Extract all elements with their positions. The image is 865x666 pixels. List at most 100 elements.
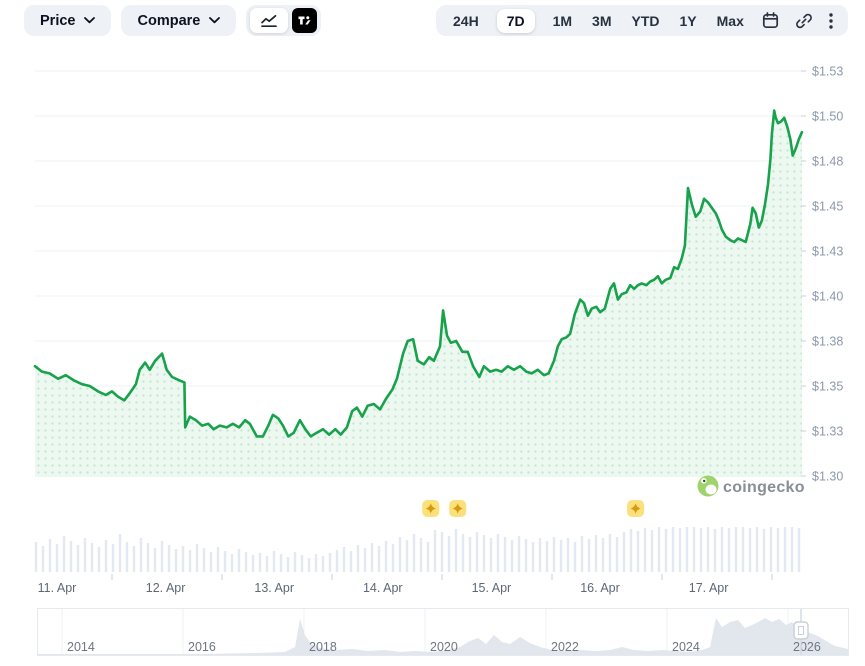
chart-toolbar: Price Compare	[0, 0, 865, 44]
time-range-1m[interactable]: 1M	[551, 9, 574, 33]
volume-bar	[629, 529, 633, 572]
year-label: 2026	[793, 640, 821, 654]
volume-bar	[223, 551, 227, 572]
volume-bar	[76, 545, 80, 572]
price-line	[33, 109, 804, 438]
kebab-menu-icon	[829, 12, 833, 29]
time-range-ytd[interactable]: YTD	[630, 9, 662, 33]
y-axis-label: $1.38	[812, 335, 843, 349]
time-range-1y[interactable]: 1Y	[678, 9, 699, 33]
volume-bar	[391, 544, 395, 572]
volume-bar	[650, 530, 654, 572]
y-axis-label: $1.30	[812, 470, 843, 484]
share-link-button[interactable]	[795, 12, 813, 30]
x-axis-label: 11. Apr	[38, 581, 77, 595]
volume-bar	[174, 549, 178, 572]
volume-bar	[447, 536, 451, 572]
coingecko-logo-pupil	[703, 479, 706, 483]
volume-bar	[531, 542, 535, 572]
volume-bar	[468, 537, 472, 572]
volume-bar	[349, 551, 353, 572]
volume-bar	[776, 528, 780, 572]
volume-bar	[132, 546, 136, 572]
link-icon	[795, 13, 812, 28]
volume-bar	[146, 543, 150, 572]
x-axis-label: 13. Apr	[254, 581, 294, 595]
time-range-24h[interactable]: 24H	[451, 9, 481, 33]
volume-bar	[608, 534, 612, 572]
scrubber-handle-icon[interactable]	[793, 621, 809, 640]
volume-bar	[727, 528, 731, 572]
coingecko-watermark: coingecko	[697, 475, 805, 497]
volume-bar	[692, 527, 696, 572]
volume-bar	[90, 543, 94, 572]
volume-bar	[342, 547, 346, 572]
time-range-3m[interactable]: 3M	[590, 9, 613, 33]
year-label: 2016	[188, 640, 216, 654]
chevron-down-icon	[84, 17, 96, 24]
line-chart-icon	[261, 14, 278, 27]
chevron-down-icon	[209, 17, 221, 24]
event-marker[interactable]	[422, 500, 440, 517]
volume-bar	[440, 532, 444, 572]
volume-bar	[279, 554, 283, 572]
volume-bar	[125, 542, 129, 572]
volume-bar	[41, 546, 45, 572]
volume-bar	[734, 527, 738, 572]
volume-bar	[377, 546, 381, 572]
volume-bar	[524, 539, 528, 572]
volume-bar	[335, 550, 339, 572]
volume-bar	[307, 558, 311, 572]
y-axis-label: $1.35	[812, 380, 843, 394]
price-area-fill	[35, 110, 802, 477]
volume-bar	[510, 540, 514, 572]
volume-bar	[587, 539, 591, 572]
year-label: 2024	[672, 640, 700, 654]
x-axis-label: 14. Apr	[363, 581, 403, 595]
volume-bar	[755, 527, 759, 572]
y-axis-label: $1.45	[812, 200, 843, 214]
calendar-icon	[762, 12, 778, 29]
volume-bar	[790, 527, 794, 572]
volume-bar	[384, 541, 388, 572]
x-axis-label: 15. Apr	[472, 581, 512, 595]
compare-dropdown-button[interactable]: Compare	[121, 5, 237, 36]
calendar-button[interactable]	[762, 12, 779, 29]
volume-bar	[48, 539, 52, 572]
volume-bar	[97, 547, 101, 572]
volume-bar	[405, 540, 409, 572]
scrubber-handle[interactable]	[793, 621, 809, 640]
volume-bar	[230, 554, 234, 572]
volume-bar	[356, 545, 360, 572]
volume-bar	[503, 537, 507, 572]
time-range-7d[interactable]: 7D	[496, 8, 535, 33]
volume-bar	[552, 537, 556, 572]
year-label: 2020	[430, 640, 458, 654]
tradingview-toggle-button[interactable]	[292, 8, 318, 33]
volume-bar	[797, 528, 801, 572]
x-axis-label: 12. Apr	[146, 581, 186, 595]
time-range-max[interactable]: Max	[715, 9, 746, 33]
volume-bar	[160, 541, 164, 572]
event-marker[interactable]	[627, 500, 645, 517]
volume-bar	[454, 529, 458, 572]
volume-bar	[713, 529, 717, 572]
volume-bar	[622, 532, 626, 572]
volume-bar	[118, 534, 122, 572]
compare-dropdown-label: Compare	[137, 12, 201, 29]
more-options-button[interactable]	[829, 12, 833, 29]
volume-bar	[398, 537, 402, 572]
volume-bar	[265, 556, 269, 572]
volume-bar	[251, 555, 255, 572]
line-chart-toggle-button[interactable]	[250, 8, 289, 33]
volume-bar	[538, 538, 542, 572]
price-dropdown-button[interactable]: Price	[24, 5, 112, 36]
volume-bar	[258, 553, 262, 572]
volume-bar	[104, 540, 108, 572]
scrubber-handle-grip	[798, 626, 804, 635]
volume-bar	[664, 529, 668, 572]
volume-bar	[545, 541, 549, 572]
event-marker[interactable]	[449, 500, 467, 517]
volume-bar	[762, 529, 766, 572]
